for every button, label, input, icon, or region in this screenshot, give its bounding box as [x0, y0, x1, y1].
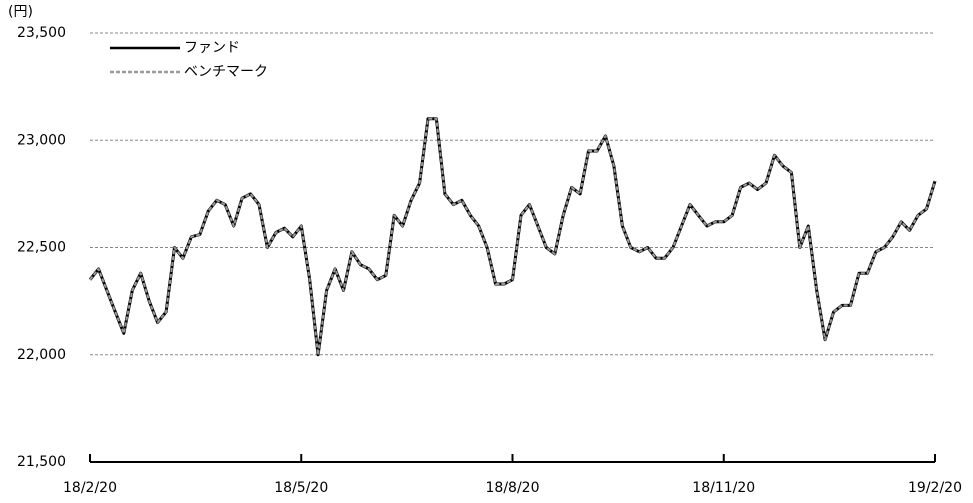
y-tick-label: 21,500: [17, 454, 66, 470]
legend-label: ベンチマーク: [184, 64, 268, 80]
x-tick-label: 18/5/20: [274, 480, 328, 496]
x-tick-label: 18/11/20: [692, 480, 755, 496]
y-tick-label: 23,500: [17, 25, 66, 41]
y-unit: (円): [8, 4, 33, 20]
series-line: [88, 117, 937, 357]
x-tick-label: 18/8/20: [486, 480, 540, 496]
x-tick-label: 18/2/20: [63, 480, 117, 496]
x-tick-label: 19/2/20: [908, 480, 962, 496]
series-line: [89, 117, 936, 356]
legend-label: ファンド: [184, 40, 240, 56]
y-tick-label: 23,000: [17, 132, 66, 148]
y-tick-label: 22,000: [17, 347, 66, 363]
y-tick-label: 22,500: [17, 240, 66, 256]
